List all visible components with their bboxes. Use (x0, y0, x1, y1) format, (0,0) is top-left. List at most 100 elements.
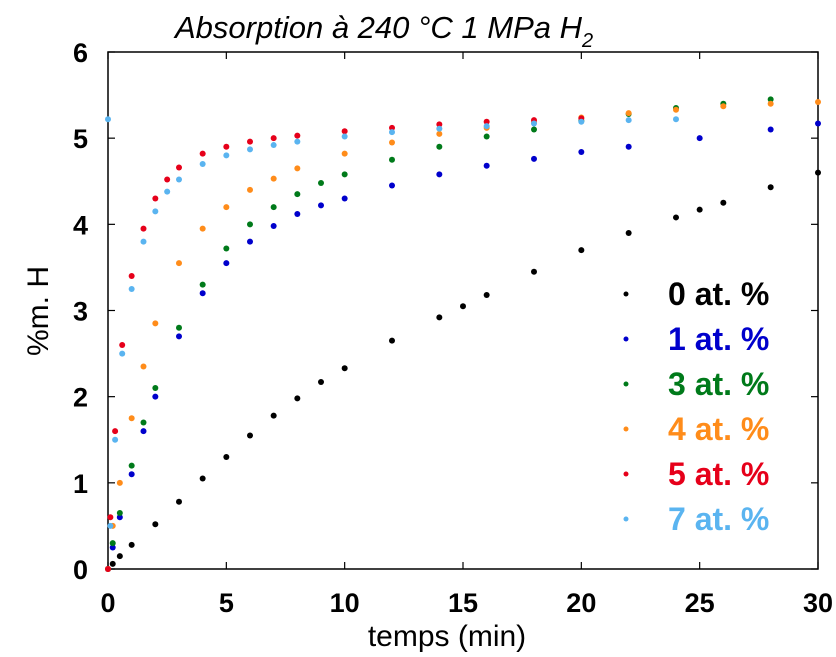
data-point (107, 522, 114, 529)
data-point (625, 229, 632, 236)
data-point (436, 143, 443, 150)
data-point (815, 169, 821, 176)
y-tick-label: 2 (73, 383, 88, 413)
legend-marker (623, 381, 629, 387)
data-point (341, 195, 348, 202)
data-point (140, 238, 147, 245)
x-tick-label: 0 (100, 588, 115, 618)
legend-label: 4 at. % (668, 411, 769, 447)
data-point (436, 171, 443, 178)
data-point (673, 116, 679, 123)
data-point (247, 221, 253, 228)
data-point (223, 453, 230, 460)
data-point (815, 98, 821, 105)
x-tick-label: 15 (448, 588, 478, 618)
data-point (673, 106, 679, 113)
x-tick-label: 25 (685, 588, 715, 618)
data-point (294, 210, 301, 217)
chart-title: Absorption à 240 °C 1 MPa H2 (173, 10, 593, 52)
data-point (578, 247, 585, 254)
data-point (436, 314, 443, 321)
data-point (389, 337, 395, 344)
x-tick-label: 10 (330, 588, 360, 618)
data-point (152, 208, 159, 215)
data-point (105, 566, 111, 572)
data-point (318, 179, 324, 186)
data-point (270, 175, 277, 182)
data-point (625, 143, 632, 150)
legend-label: 7 at. % (668, 501, 769, 537)
data-point (119, 341, 126, 348)
data-point (436, 130, 443, 137)
data-point (294, 132, 301, 139)
data-point (128, 285, 135, 292)
data-point (223, 260, 230, 267)
data-point (140, 428, 147, 435)
data-point (107, 514, 114, 521)
tick-labels: 0 5 10 15 20 25 30 0 1 2 3 4 5 6 (73, 38, 833, 618)
data-point (109, 560, 116, 567)
data-point (128, 273, 135, 280)
data-point (199, 225, 206, 232)
data-point (116, 509, 123, 516)
data-point (247, 432, 253, 439)
data-point (578, 118, 585, 125)
data-point (199, 290, 206, 297)
data-point (531, 120, 537, 127)
data-point (767, 126, 774, 133)
data-point (483, 123, 490, 130)
data-point (436, 121, 443, 128)
y-tick-label: 0 (73, 555, 88, 585)
data-point (223, 152, 230, 159)
data-point (531, 155, 537, 162)
data-point (223, 143, 230, 150)
data-point (696, 206, 703, 213)
data-point (119, 350, 126, 357)
data-point (460, 303, 466, 310)
data-point (389, 129, 395, 136)
y-tick-label: 1 (73, 469, 88, 499)
data-point (176, 324, 182, 331)
data-point (578, 148, 585, 155)
data-point (720, 103, 727, 110)
data-point (199, 281, 206, 288)
data-point (152, 195, 159, 202)
series-5 (105, 116, 679, 529)
data-point (164, 176, 171, 183)
data-point (625, 117, 632, 124)
legend-marker (623, 336, 629, 342)
data-point (531, 126, 537, 133)
legend-marker (623, 516, 629, 522)
data-point (389, 139, 395, 146)
data-point (341, 133, 348, 140)
data-point (318, 379, 324, 386)
axis-ticks (107, 51, 819, 570)
data-point (109, 540, 116, 547)
data-point (247, 238, 253, 245)
data-point (389, 124, 395, 131)
series-points (105, 96, 821, 572)
data-point (223, 204, 230, 211)
series-1 (105, 120, 821, 572)
data-point (625, 110, 632, 117)
legend-label: 5 at. % (668, 456, 769, 492)
data-point (720, 199, 727, 206)
y-axis-label: %m. H (22, 266, 55, 356)
data-point (767, 96, 774, 103)
data-point (341, 365, 348, 372)
data-point (247, 146, 253, 153)
data-point (112, 436, 119, 443)
data-point (116, 479, 123, 486)
data-point (767, 184, 774, 191)
data-point (223, 245, 230, 252)
series-4 (105, 115, 585, 572)
data-point (116, 553, 123, 560)
data-point (152, 320, 159, 327)
data-point (341, 128, 348, 135)
data-point (436, 125, 443, 132)
y-tick-label: 6 (73, 38, 88, 68)
data-point (270, 412, 277, 419)
data-point (531, 268, 537, 275)
x-tick-label: 30 (803, 588, 833, 618)
data-point (247, 186, 253, 193)
